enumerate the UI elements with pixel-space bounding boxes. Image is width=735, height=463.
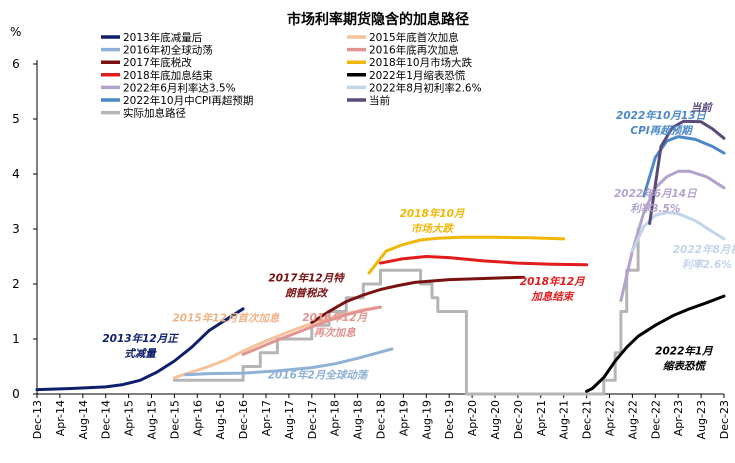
legend-label: 2017年底税改 <box>123 56 192 69</box>
x-tick-label: Apr-18 <box>329 400 342 436</box>
x-tick-label: Apr-23 <box>672 400 685 436</box>
x-tick-label: Aug-23 <box>695 400 708 439</box>
x-tick-label: Dec-20 <box>512 400 525 439</box>
series-line <box>184 347 394 377</box>
annotation-text: 当前 <box>691 101 714 114</box>
x-tick-label: Dec-13 <box>31 400 44 439</box>
series-line <box>35 307 245 392</box>
y-tick-label: 5 <box>12 112 20 126</box>
x-tick-label: Aug-14 <box>77 400 90 439</box>
series-line <box>310 275 526 324</box>
annotation-text: 2022年1月 <box>655 344 713 357</box>
series-line <box>619 169 726 302</box>
series-line <box>648 119 726 225</box>
x-tick-label: Aug-19 <box>420 400 433 439</box>
series-line <box>172 227 640 396</box>
annotation-text: 朗普税改 <box>285 286 328 299</box>
series-line <box>630 211 726 253</box>
annotation-text: 缩表恐慌 <box>663 359 707 372</box>
annotation-text: CPI再超预期 <box>630 124 694 137</box>
x-tick-label: Dec-14 <box>100 400 113 439</box>
x-tick-label: Aug-20 <box>489 400 502 439</box>
x-tick-label: Dec-23 <box>718 400 731 439</box>
x-tick-label: Apr-16 <box>191 400 204 436</box>
annotation-text: 2022年10月13日 <box>616 109 707 122</box>
x-tick-label: Aug-21 <box>558 400 571 439</box>
annotation-text: 2016年2月全球动荡 <box>268 369 370 382</box>
annotation-text: 2015年12月首次加息 <box>173 311 280 324</box>
annotation-text: 利率3.5% <box>630 202 680 215</box>
series-line <box>642 135 726 198</box>
legend-label: 2022年6月利率达3.5% <box>123 81 236 94</box>
annotation-text: 2022年8月初 <box>673 243 735 256</box>
annotation-text: 再次加息 <box>314 326 356 339</box>
y-tick-label: 3 <box>12 222 20 236</box>
x-tick-label: Apr-21 <box>535 400 548 436</box>
x-tick-label: Dec-22 <box>649 400 662 439</box>
annotation-text: 2018年10月 <box>400 207 465 220</box>
x-tick-label: Dec-16 <box>237 400 250 439</box>
legend-label: 2018年底加息结束 <box>123 69 213 82</box>
series-line <box>367 235 566 275</box>
x-tick-label: Aug-16 <box>214 400 227 439</box>
x-tick-label: Apr-14 <box>54 400 67 436</box>
x-tick-label: Apr-17 <box>260 400 273 436</box>
y-tick-label: 2 <box>12 277 20 291</box>
series-line <box>379 255 589 267</box>
x-tick-label: Apr-15 <box>123 400 136 436</box>
chart-title: 市场利率期货隐含的加息路径 <box>287 11 469 28</box>
x-tick-label: Apr-22 <box>604 400 617 436</box>
series-layer <box>35 119 726 396</box>
x-tick-label: Aug-22 <box>626 400 639 439</box>
legend-label: 2022年10月中CPI再超预期 <box>123 94 253 107</box>
y-tick-label: 0 <box>12 387 20 401</box>
annotation-text: 加息结束 <box>530 290 574 303</box>
x-tick-label: Apr-19 <box>397 400 410 436</box>
annotation-text: 式减量 <box>124 347 157 360</box>
legend-label: 2016年初全球动荡 <box>123 44 213 57</box>
legend-label: 实际加息路径 <box>123 107 186 120</box>
series-line <box>241 305 382 356</box>
annotation-text: 2013年12月正 <box>102 332 179 345</box>
annotation-text: 市场大跌 <box>411 222 454 235</box>
y-tick-label: 6 <box>12 57 20 71</box>
legend-label: 2016年底再次加息 <box>369 44 459 57</box>
y-tick-label: 1 <box>12 332 20 346</box>
x-tick-label: Apr-20 <box>466 400 479 436</box>
x-tick-label: Aug-17 <box>283 400 296 439</box>
y-axis-unit: % <box>10 25 21 39</box>
annotation-text: 2017年12月特 <box>268 271 345 284</box>
axes: 0 1 2 3 4 5 6 Dec-13 Apr-14 Aug-14 Dec-14 Apr-15 Aug… <box>12 57 731 439</box>
legend-label: 2013年底减量后 <box>123 31 202 44</box>
x-tick-label: Dec-15 <box>168 400 181 439</box>
x-tick-label: Aug-18 <box>352 400 365 439</box>
annotation-text: 2022年6月14日 <box>614 187 698 200</box>
x-tick-label: Dec-21 <box>581 400 594 439</box>
annotation-text: 利率2.6% <box>682 258 732 271</box>
legend-label: 2022年1月缩表恐慌 <box>369 69 466 82</box>
legend-label: 2015年底首次加息 <box>369 31 459 44</box>
series-line <box>585 294 726 393</box>
annotation-text: 2018年12月 <box>520 275 585 288</box>
legend-label: 2022年8月初利率2.6% <box>369 81 482 94</box>
annotation-text: 2016年12月 <box>302 311 367 324</box>
x-tick-label: Dec-17 <box>306 400 319 439</box>
x-tick-label: Aug-15 <box>146 400 159 439</box>
legend-label: 2018年10月市场大跌 <box>369 56 473 69</box>
y-tick-label: 4 <box>12 167 20 181</box>
legend-label: 当前 <box>369 94 390 107</box>
x-tick-label: Dec-18 <box>375 400 388 439</box>
x-tick-label: Dec-19 <box>443 400 456 439</box>
